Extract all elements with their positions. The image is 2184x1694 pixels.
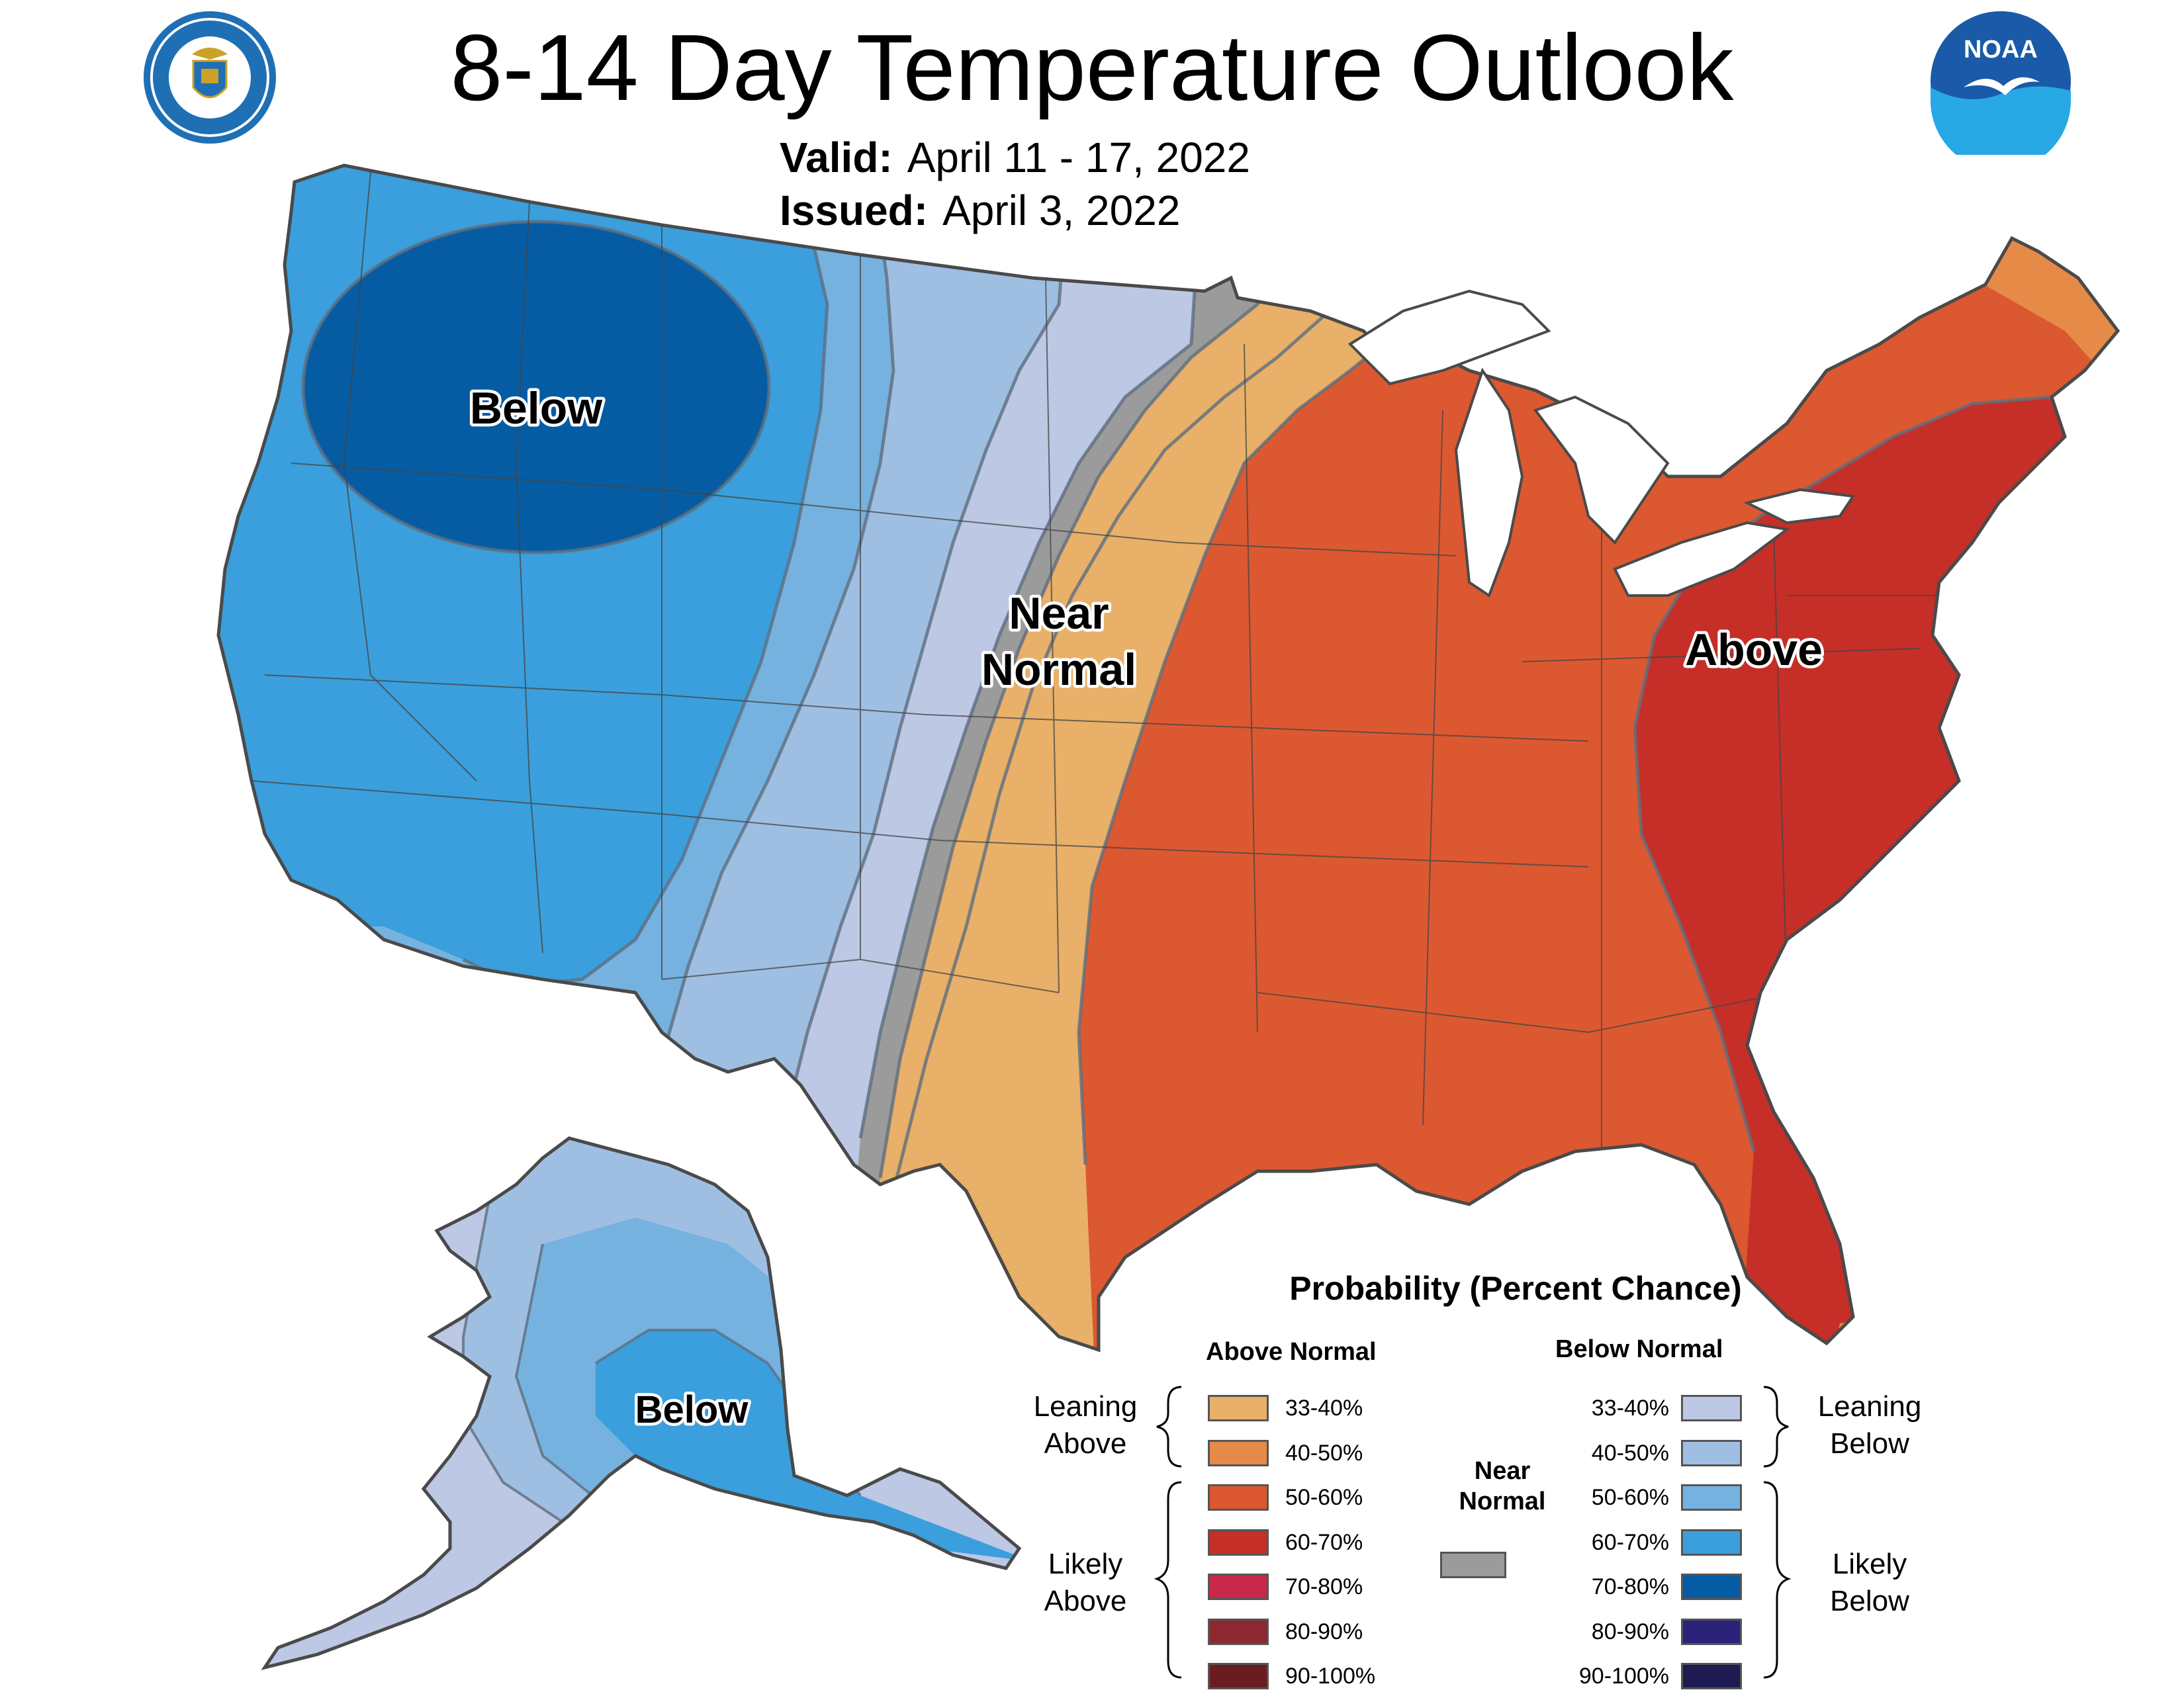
legend-leaning-above: Leaning Above [1013,1388,1158,1462]
legend-above-range: 60-70% [1285,1530,1363,1555]
legend-below-range: 70-80% [1591,1574,1669,1599]
likely-above-line1: Likely [1048,1548,1123,1580]
valid-value: April 11 - 17, 2022 [907,134,1250,181]
legend-above-swatch [1208,1484,1269,1511]
legend-below-range: 33-40% [1591,1396,1669,1421]
doc-seal-logo [144,11,276,144]
legend-below-range: 80-90% [1591,1619,1669,1644]
leaning-below-line1: Leaning [1817,1390,1922,1423]
legend-above-swatch [1208,1619,1269,1645]
legend-below-swatch [1681,1484,1742,1511]
label-near-normal-1: Near [1009,588,1109,639]
noaa-logo: NOAA [1931,11,2071,155]
issued-value: April 3, 2022 [942,187,1181,234]
leaning-above-line2: Above [1044,1427,1127,1460]
near-normal-line1: Near [1474,1457,1531,1485]
legend-above-range: 50-60% [1285,1485,1363,1510]
legend-below-swatch [1681,1619,1742,1645]
likely-above-line2: Above [1044,1585,1127,1617]
valid-label: Valid: [780,134,893,181]
legend-above-range: 33-40% [1285,1396,1363,1421]
issued-label: Issued: [780,187,929,234]
legend-below-swatch [1681,1395,1742,1421]
legend-above-range: 90-100% [1285,1664,1376,1689]
legend-above-swatch [1208,1529,1269,1556]
legend-below-range: 90-100% [1578,1664,1669,1689]
band-below-70-80 [303,222,769,553]
state-boundaries [251,171,2052,1165]
legend-above-range: 70-80% [1285,1574,1363,1599]
legend-above-braces [1154,1386,1182,1679]
legend-above-swatch [1208,1395,1269,1421]
legend-above-header: Above Normal [1206,1338,1377,1366]
legend-below-swatch [1681,1663,1742,1689]
map-title: 8-14 Day Temperature Outlook [450,15,1734,120]
legend-below-braces [1763,1386,1792,1679]
legend-below-swatch [1681,1440,1742,1466]
legend-above-range: 40-50% [1285,1441,1363,1466]
legend-below-range: 50-60% [1591,1485,1669,1510]
legend-below-header: Below Normal [1555,1335,1723,1363]
leaning-above-line1: Leaning [1033,1390,1138,1423]
valid-line: Valid: April 11 - 17, 2022 [780,132,1250,183]
label-below-conus: Below [470,383,603,433]
likely-below-line1: Likely [1832,1548,1907,1580]
legend-above-swatch [1208,1574,1269,1600]
legend-below-swatch [1681,1529,1742,1556]
legend-below-range: 40-50% [1591,1441,1669,1466]
legend-below-range: 60-70% [1591,1530,1669,1555]
legend-near-normal: Near Normal [1449,1456,1555,1517]
svg-text:NOAA: NOAA [1964,36,2038,64]
label-near-normal-2: Normal [981,645,1136,695]
great-lakes [1347,289,1856,598]
legend-below-swatch [1681,1574,1742,1600]
legend-above-swatch [1208,1440,1269,1466]
label-above: Above [1685,625,1823,675]
legend-above-range: 80-90% [1285,1619,1363,1644]
alaska-outline [261,1136,1022,1670]
likely-below-line2: Below [1830,1585,1909,1617]
issued-line: Issued: April 3, 2022 [780,185,1180,236]
label-below-alaska: Below [635,1388,749,1431]
near-normal-line2: Normal [1459,1488,1546,1515]
legend-above-swatch [1208,1663,1269,1689]
legend-likely-below: Likely Below [1797,1546,1942,1620]
legend-title: Probability (Percent Chance) [1289,1270,1742,1307]
legend-near-normal-swatch [1440,1552,1506,1578]
legend-leaning-below: Leaning Below [1797,1388,1942,1462]
legend-likely-above: Likely Above [1013,1546,1158,1620]
leaning-below-line2: Below [1830,1427,1909,1460]
